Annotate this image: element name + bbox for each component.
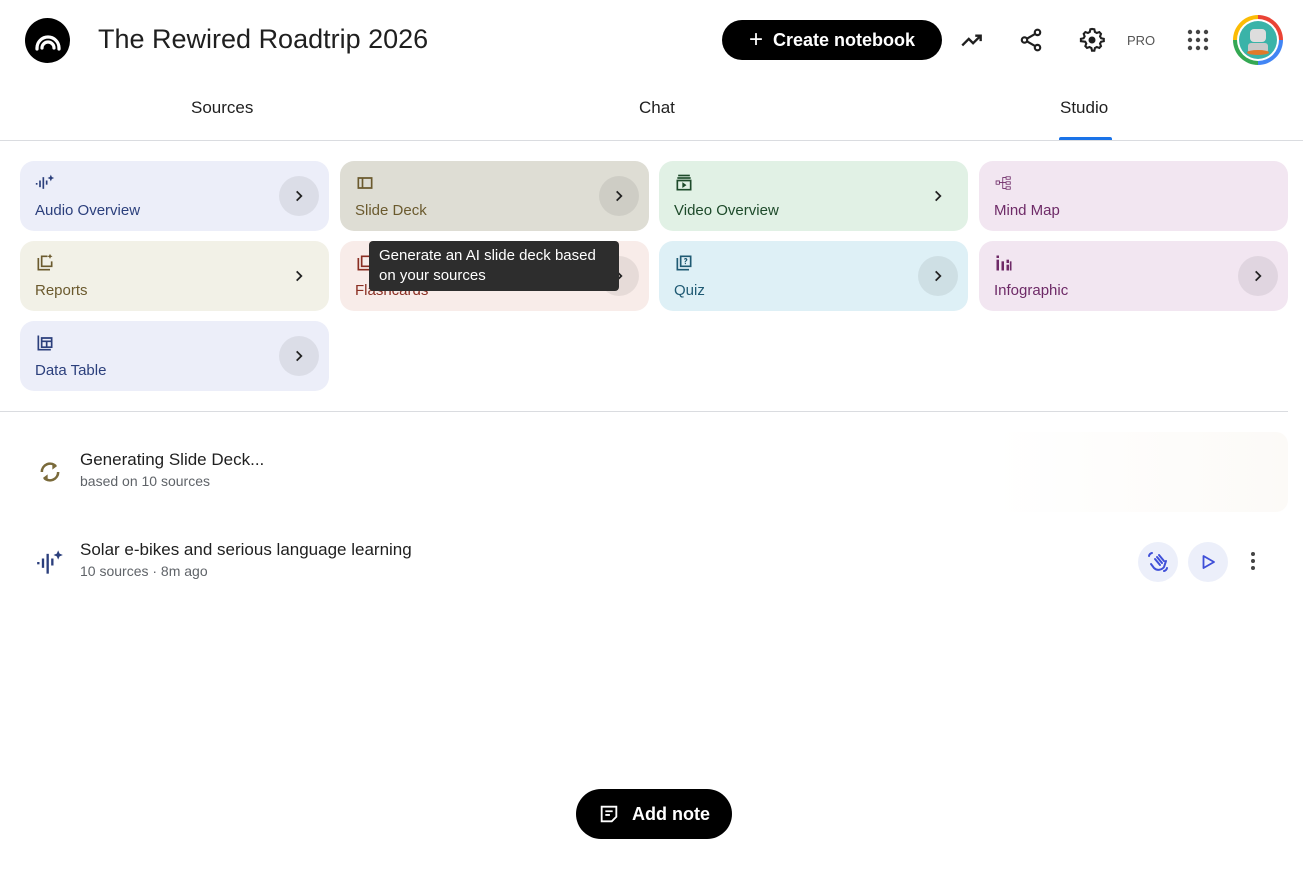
open-slide-deck-button[interactable]: [599, 176, 639, 216]
open-quiz-button[interactable]: [918, 256, 958, 296]
studio-card-mind-map[interactable]: Mind Map: [979, 161, 1288, 231]
item-subtitle: based on 10 sources: [80, 473, 210, 489]
studio-card-data-table[interactable]: Data Table: [20, 321, 329, 391]
waving-hand-icon: [1148, 552, 1168, 572]
chevron-right-icon: [616, 190, 623, 202]
trending-up-icon: [961, 34, 982, 47]
apps-grid-icon: [1187, 29, 1209, 51]
tab-studio[interactable]: Studio: [1060, 98, 1109, 117]
open-infographic-button[interactable]: [1238, 256, 1278, 296]
add-note-label: Add note: [632, 803, 710, 824]
open-video-overview-button[interactable]: [918, 176, 958, 216]
chevron-right-icon: [935, 190, 942, 202]
tooltip: Generate an AI slide deck based on your …: [369, 241, 619, 291]
studio-card-label: Video Overview: [674, 202, 779, 219]
studio-card-label: Infographic: [994, 282, 1069, 299]
chevron-right-icon: [1255, 270, 1262, 282]
tab-chat[interactable]: Chat: [639, 98, 675, 117]
apps-button[interactable]: [1180, 22, 1216, 58]
studio-card-infographic[interactable]: Infographic: [979, 241, 1288, 311]
notebook-title[interactable]: The Rewired Roadtrip 2026: [98, 24, 429, 54]
play-icon: [1202, 555, 1215, 569]
video-icon: [676, 174, 692, 191]
create-notebook-label: Create notebook: [772, 29, 916, 50]
open-audio-overview-button[interactable]: [279, 176, 319, 216]
more-vert-icon: [1251, 552, 1255, 570]
robot-avatar-image: [1239, 21, 1277, 59]
studio-card-reports[interactable]: Reports: [20, 241, 329, 311]
chevron-right-icon: [296, 350, 303, 362]
chevron-right-icon: [296, 270, 303, 282]
loading-placeholder: [994, 432, 1288, 512]
data-table-icon: [37, 335, 53, 351]
tabs-divider: [0, 140, 1303, 141]
studio-card-label: Data Table: [35, 362, 107, 379]
infographic-icon: [996, 255, 1012, 271]
open-reports-button[interactable]: [279, 256, 319, 296]
studio-card-label: Quiz: [674, 282, 705, 299]
play-button[interactable]: [1188, 542, 1228, 582]
gear-icon: [1079, 27, 1105, 52]
studio-card-quiz[interactable]: Quiz: [659, 241, 968, 311]
mind-map-icon: [995, 176, 1011, 190]
studio-card-audio-overview[interactable]: Audio Overview: [20, 161, 329, 231]
analytics-button[interactable]: [954, 22, 990, 58]
studio-card-video-overview[interactable]: Video Overview: [659, 161, 968, 231]
flashcards-icon: [357, 255, 373, 271]
open-data-table-button[interactable]: [279, 336, 319, 376]
audio-overview-item[interactable]: Solar e-bikes and serious language learn…: [80, 540, 980, 579]
interactive-mode-button[interactable]: [1138, 542, 1178, 582]
chevron-right-icon: [296, 190, 303, 202]
pro-badge: PRO: [1127, 33, 1156, 48]
audio-waveform-icon: [36, 548, 64, 581]
studio-card-label: Slide Deck: [355, 202, 427, 219]
avatar[interactable]: [1233, 15, 1283, 65]
studio-card-label: Audio Overview: [35, 202, 141, 219]
add-note-button[interactable]: Add note: [576, 789, 732, 839]
studio-card-label: Mind Map: [994, 202, 1060, 219]
item-title: Generating Slide Deck...: [80, 450, 265, 469]
note-icon: [600, 805, 618, 823]
settings-button[interactable]: [1074, 22, 1110, 58]
section-divider: [0, 411, 1288, 412]
logo-icon: [34, 34, 61, 51]
share-icon: [1020, 28, 1042, 52]
quiz-icon: [676, 255, 692, 271]
studio-card-label: Reports: [35, 282, 88, 299]
slide-deck-icon: [357, 177, 373, 189]
studio-card-slide-deck[interactable]: Slide Deck: [340, 161, 649, 231]
chevron-right-icon: [935, 270, 942, 282]
sync-icon: [36, 458, 64, 491]
create-notebook-button[interactable]: + Create notebook: [722, 20, 942, 60]
reports-icon: [37, 253, 53, 271]
generating-item: Generating Slide Deck... based on 10 sou…: [80, 450, 264, 489]
app-logo[interactable]: [25, 18, 70, 63]
tab-sources[interactable]: Sources: [191, 98, 254, 117]
active-tab-indicator: [1059, 137, 1112, 140]
item-title: Solar e-bikes and serious language learn…: [80, 540, 412, 559]
plus-icon: +: [748, 26, 763, 53]
share-button[interactable]: [1013, 22, 1049, 58]
audio-waveform-icon: [35, 174, 55, 189]
more-options-button[interactable]: [1240, 545, 1266, 577]
item-subtitle: 10 sources · 8m ago: [80, 563, 208, 579]
